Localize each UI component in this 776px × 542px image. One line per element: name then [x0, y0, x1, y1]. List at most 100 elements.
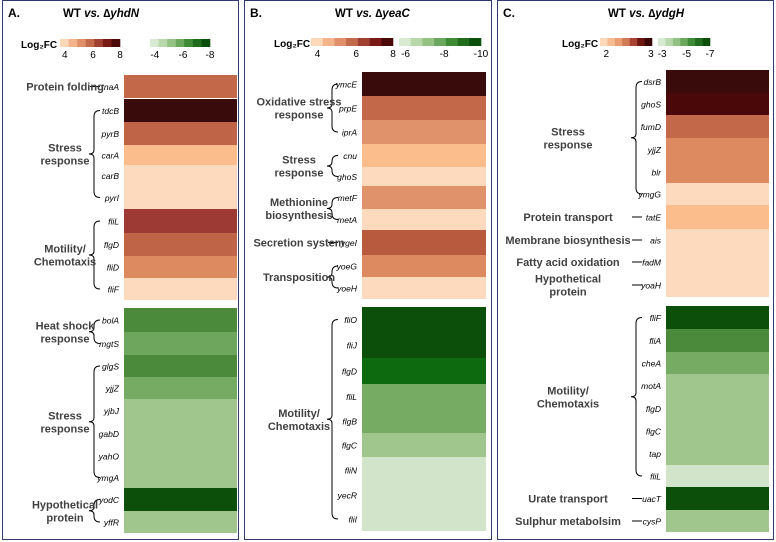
category-label-line: response	[275, 110, 324, 122]
category-label: Motility/Chemotaxis	[537, 385, 599, 410]
gene-label: flgD	[646, 404, 661, 414]
category-label-line: Membrane biosynthesis	[505, 235, 630, 247]
panel-a: A. WT vs. ∆yhdN Log₂FC 4 6 8 -4 -6 -8 tnaA Prote…	[2, 0, 239, 540]
gene-label: flgD	[342, 367, 357, 377]
heatmap-cell	[666, 442, 769, 465]
heatmap-cell	[666, 161, 769, 183]
legend-negative-tick-label: -7	[706, 49, 715, 60]
category-bracket	[88, 220, 101, 290]
gene-label: cnu	[343, 151, 357, 161]
heatmap-cell	[666, 273, 769, 297]
heatmap-cell	[666, 70, 769, 93]
gene-label: flgD	[104, 240, 119, 250]
category-label: Stress response	[544, 126, 593, 151]
category-label: Stress response	[275, 155, 324, 180]
gene-label: flgC	[646, 427, 662, 437]
heatmap-cell	[362, 230, 486, 255]
gene-label: ygeI	[340, 238, 358, 248]
legend-negative-tick-label: -3	[658, 49, 667, 60]
heatmap-cell	[666, 374, 769, 397]
legend-negative-swatch	[665, 38, 674, 46]
heatmap-cell	[362, 255, 486, 277]
category-label-line: Chemotaxis	[268, 421, 330, 433]
category-label-line: response	[41, 423, 90, 435]
legend-positive-swatch	[311, 38, 324, 46]
category-bracket	[326, 155, 339, 177]
gene-label: gabD	[99, 429, 119, 439]
gene-label: fliL	[650, 472, 661, 482]
heatmap-cell	[362, 358, 486, 384]
heatmap-cell	[666, 138, 769, 161]
gene-label: flgC	[342, 441, 358, 451]
heatmap-cell	[362, 457, 486, 483]
category-bracket	[630, 317, 643, 477]
heatmap-cell	[124, 186, 237, 209]
category-label-line: response	[41, 156, 90, 168]
legend-negative-tick-label: -6	[179, 50, 188, 61]
legend-label: Log₂FC	[274, 39, 310, 50]
category-label-line: Protein folding	[26, 82, 104, 94]
legend-positive-swatch	[85, 39, 95, 47]
heatmap-cell	[124, 355, 237, 377]
heatmap-cell	[124, 278, 237, 300]
legend-negative-tick-label: -6	[401, 49, 410, 60]
gene-label: yoeG	[336, 262, 358, 272]
category-label: Stress response	[41, 410, 90, 435]
legend-label: Log₂FC	[21, 40, 57, 51]
legend-negative-swatch	[158, 39, 168, 47]
category-bracket	[88, 365, 101, 478]
category-label-line: Protein transport	[523, 212, 613, 224]
legend-positive-swatch	[600, 38, 608, 46]
legend-negative-swatch	[680, 38, 689, 46]
heatmap-cell	[666, 465, 769, 487]
panel-title: WT vs. ∆yhdN	[63, 8, 139, 20]
panel-title: WT vs. ∆ydgH	[608, 8, 684, 20]
heatmap-cell	[666, 510, 769, 532]
heatmap-cell	[124, 399, 237, 422]
category-label-line: Motility/	[547, 385, 589, 397]
gene-label: yahO	[98, 452, 120, 462]
legend-negative-swatch	[687, 38, 696, 46]
gene-label: metF	[338, 193, 358, 203]
gene-label: uacT	[642, 494, 662, 504]
title-mutant: ∆ydgH	[645, 8, 685, 20]
legend-positive-swatch	[77, 39, 87, 47]
heatmap-cell	[362, 433, 486, 457]
gene-label: fumD	[641, 122, 661, 132]
heatmap-cell	[666, 329, 769, 352]
legend-negative-swatch	[201, 39, 211, 47]
category-label-line: Hypothetical	[32, 499, 98, 511]
gene-label: iprA	[342, 128, 357, 138]
legend-negative-tick-label: -4	[150, 50, 159, 61]
heatmap-cell	[124, 422, 237, 445]
panel-c: C. WT vs. ∆ydgH Log₂FC 2 3 -3 -5 -7 dsrB ghoS fu…	[497, 0, 774, 540]
category-label: Protein transport	[523, 212, 613, 224]
gene-label: fliL	[108, 217, 119, 227]
gene-label: yodC	[98, 495, 120, 505]
category-label-line: Chemotaxis	[537, 398, 599, 410]
legend-negative-swatch	[658, 38, 666, 46]
legend-positive-tick-label: 8	[117, 50, 123, 61]
heatmap-cell	[666, 306, 769, 329]
legend-positive-swatch	[94, 39, 104, 47]
category-label: Motility/Chemotaxis	[268, 408, 330, 433]
gene-label: pyrB	[101, 129, 120, 139]
legend-positive-tick-label: 8	[390, 49, 396, 60]
gene-label: tnaA	[102, 82, 120, 92]
panel-label: C.	[503, 6, 515, 20]
legend-positive-swatch	[102, 39, 112, 47]
gene-label: ymgG	[637, 190, 661, 200]
legend-negative-swatch	[184, 39, 194, 47]
legend-negative-swatch	[457, 38, 470, 46]
legend-positive-tick-label: 4	[62, 50, 68, 61]
category-label-line: Urate transport	[528, 494, 608, 506]
category-bracket	[326, 83, 339, 133]
legend-negative-tick-label: -5	[682, 49, 691, 60]
category-label: Methionine biosynthesis	[265, 197, 332, 222]
category-label: Motility/Chemotaxis	[34, 244, 96, 269]
legend-negative-swatch	[422, 38, 435, 46]
gene-label: yjjZ	[647, 145, 662, 155]
category-label-line: Fatty acid oxidation	[516, 257, 620, 269]
legend-positive-swatch	[357, 38, 370, 46]
